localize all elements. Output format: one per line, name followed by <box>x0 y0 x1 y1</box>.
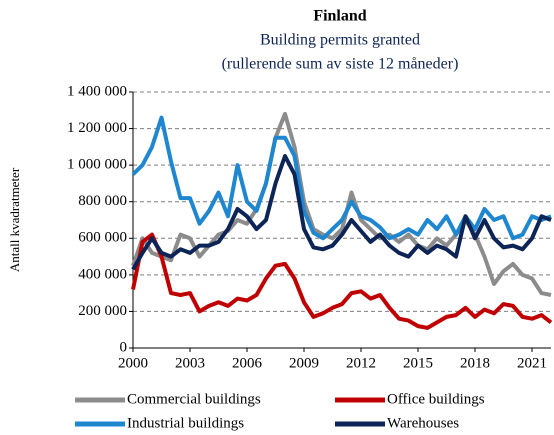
y-tick-label: 0 <box>120 339 128 355</box>
legend-label: Industrial buildings <box>127 415 244 431</box>
x-tick-label: 2009 <box>289 355 319 371</box>
series-line <box>131 111 552 297</box>
x-tick-label: 2012 <box>346 355 376 371</box>
x-tick-label: 2003 <box>175 355 205 371</box>
y-tick-label: 1 000 000 <box>67 157 127 173</box>
chart-title: Finland <box>313 8 366 25</box>
y-tick-label: 1 400 000 <box>67 83 127 99</box>
series-line <box>131 115 552 241</box>
series-line <box>131 154 552 271</box>
chart-subtitle: Building permits granted <box>260 32 420 49</box>
y-tick-label: 200 000 <box>78 303 127 319</box>
y-tick-label: 600 000 <box>78 230 127 246</box>
y-tick-label: 800 000 <box>78 193 127 209</box>
x-tick-label: 2000 <box>118 355 148 371</box>
series-line <box>131 232 553 330</box>
x-tick-label: 2006 <box>232 355 263 371</box>
y-tick-label: 1 200 000 <box>67 120 127 136</box>
y-tick-label: 400 000 <box>78 266 127 282</box>
legend-label: Commercial buildings <box>127 391 261 407</box>
legend-label: Office buildings <box>387 391 485 407</box>
chart-subtitle: (rullerende sum av siste 12 måneder) <box>222 56 459 73</box>
y-axis-label: Antall kvadratmeter <box>7 167 22 272</box>
x-tick-label: 2021 <box>517 355 547 371</box>
legend-label: Warehouses <box>387 415 459 431</box>
x-tick-label: 2018 <box>460 355 490 371</box>
x-tick-label: 2015 <box>403 355 433 371</box>
